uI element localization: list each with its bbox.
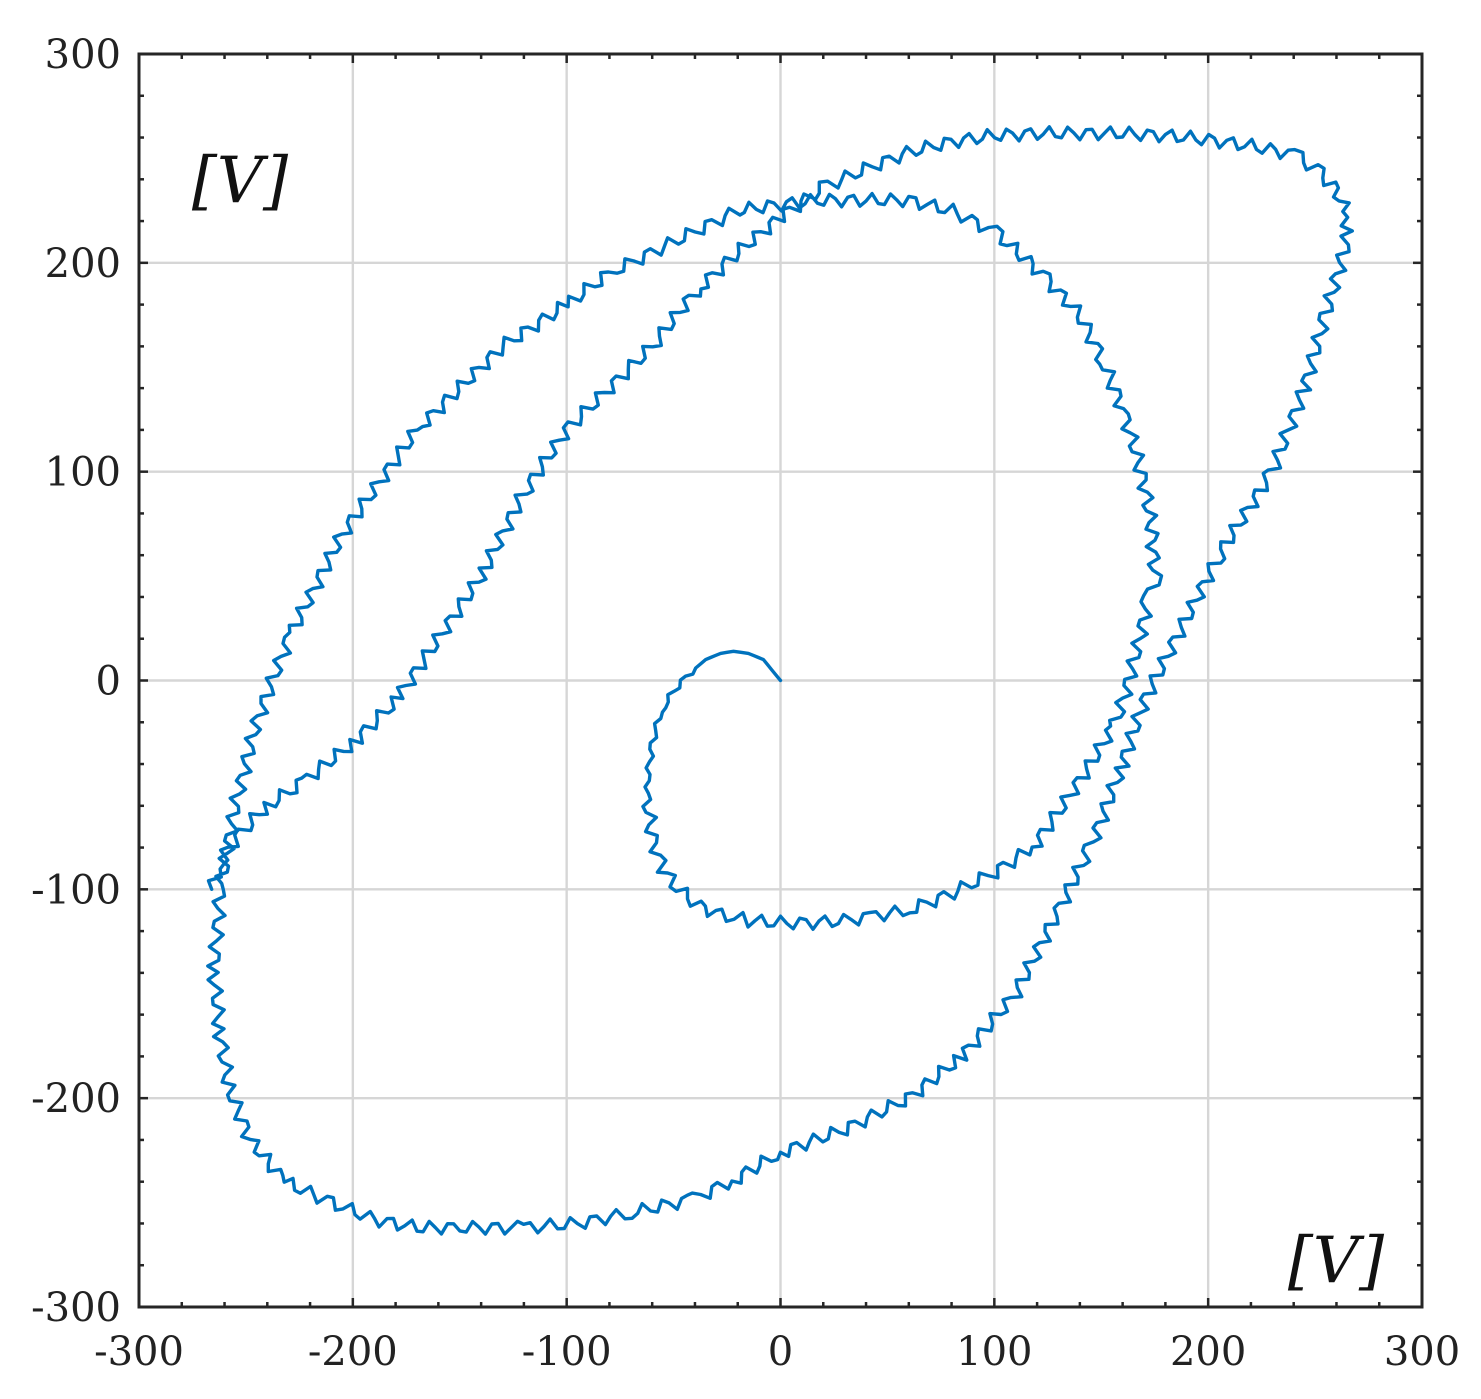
y-tick-label: 100 <box>45 450 121 496</box>
x-tick-label: -300 <box>94 1329 184 1375</box>
series-line <box>206 125 1355 1236</box>
x-tick-label: 0 <box>768 1329 793 1375</box>
x-tick-label: 300 <box>1384 1329 1460 1375</box>
y-tick-label: 300 <box>45 32 121 78</box>
y-tick-label: -300 <box>31 1285 121 1331</box>
y-tick-label: 200 <box>45 241 121 287</box>
y-tick-label: -200 <box>31 1076 121 1122</box>
x-tick-label: 100 <box>956 1329 1032 1375</box>
x-tick-label: -200 <box>308 1329 398 1375</box>
y-tick-label: 0 <box>96 659 121 705</box>
y-tick-labels: 300 200 100 0 -100 -200 -300 <box>31 32 121 1331</box>
series-layer <box>206 125 1355 1236</box>
x-tick-labels: -300 -200 -100 0 100 200 300 <box>94 1329 1460 1375</box>
x-tick-label: 200 <box>1170 1329 1246 1375</box>
y-axis-unit-label: [V] <box>192 144 289 218</box>
y-tick-label: -100 <box>31 867 121 913</box>
plot-frame <box>137 52 1424 1309</box>
x-axis-unit-label: [V] <box>1288 1224 1385 1298</box>
x-tick-label: -100 <box>522 1329 612 1375</box>
